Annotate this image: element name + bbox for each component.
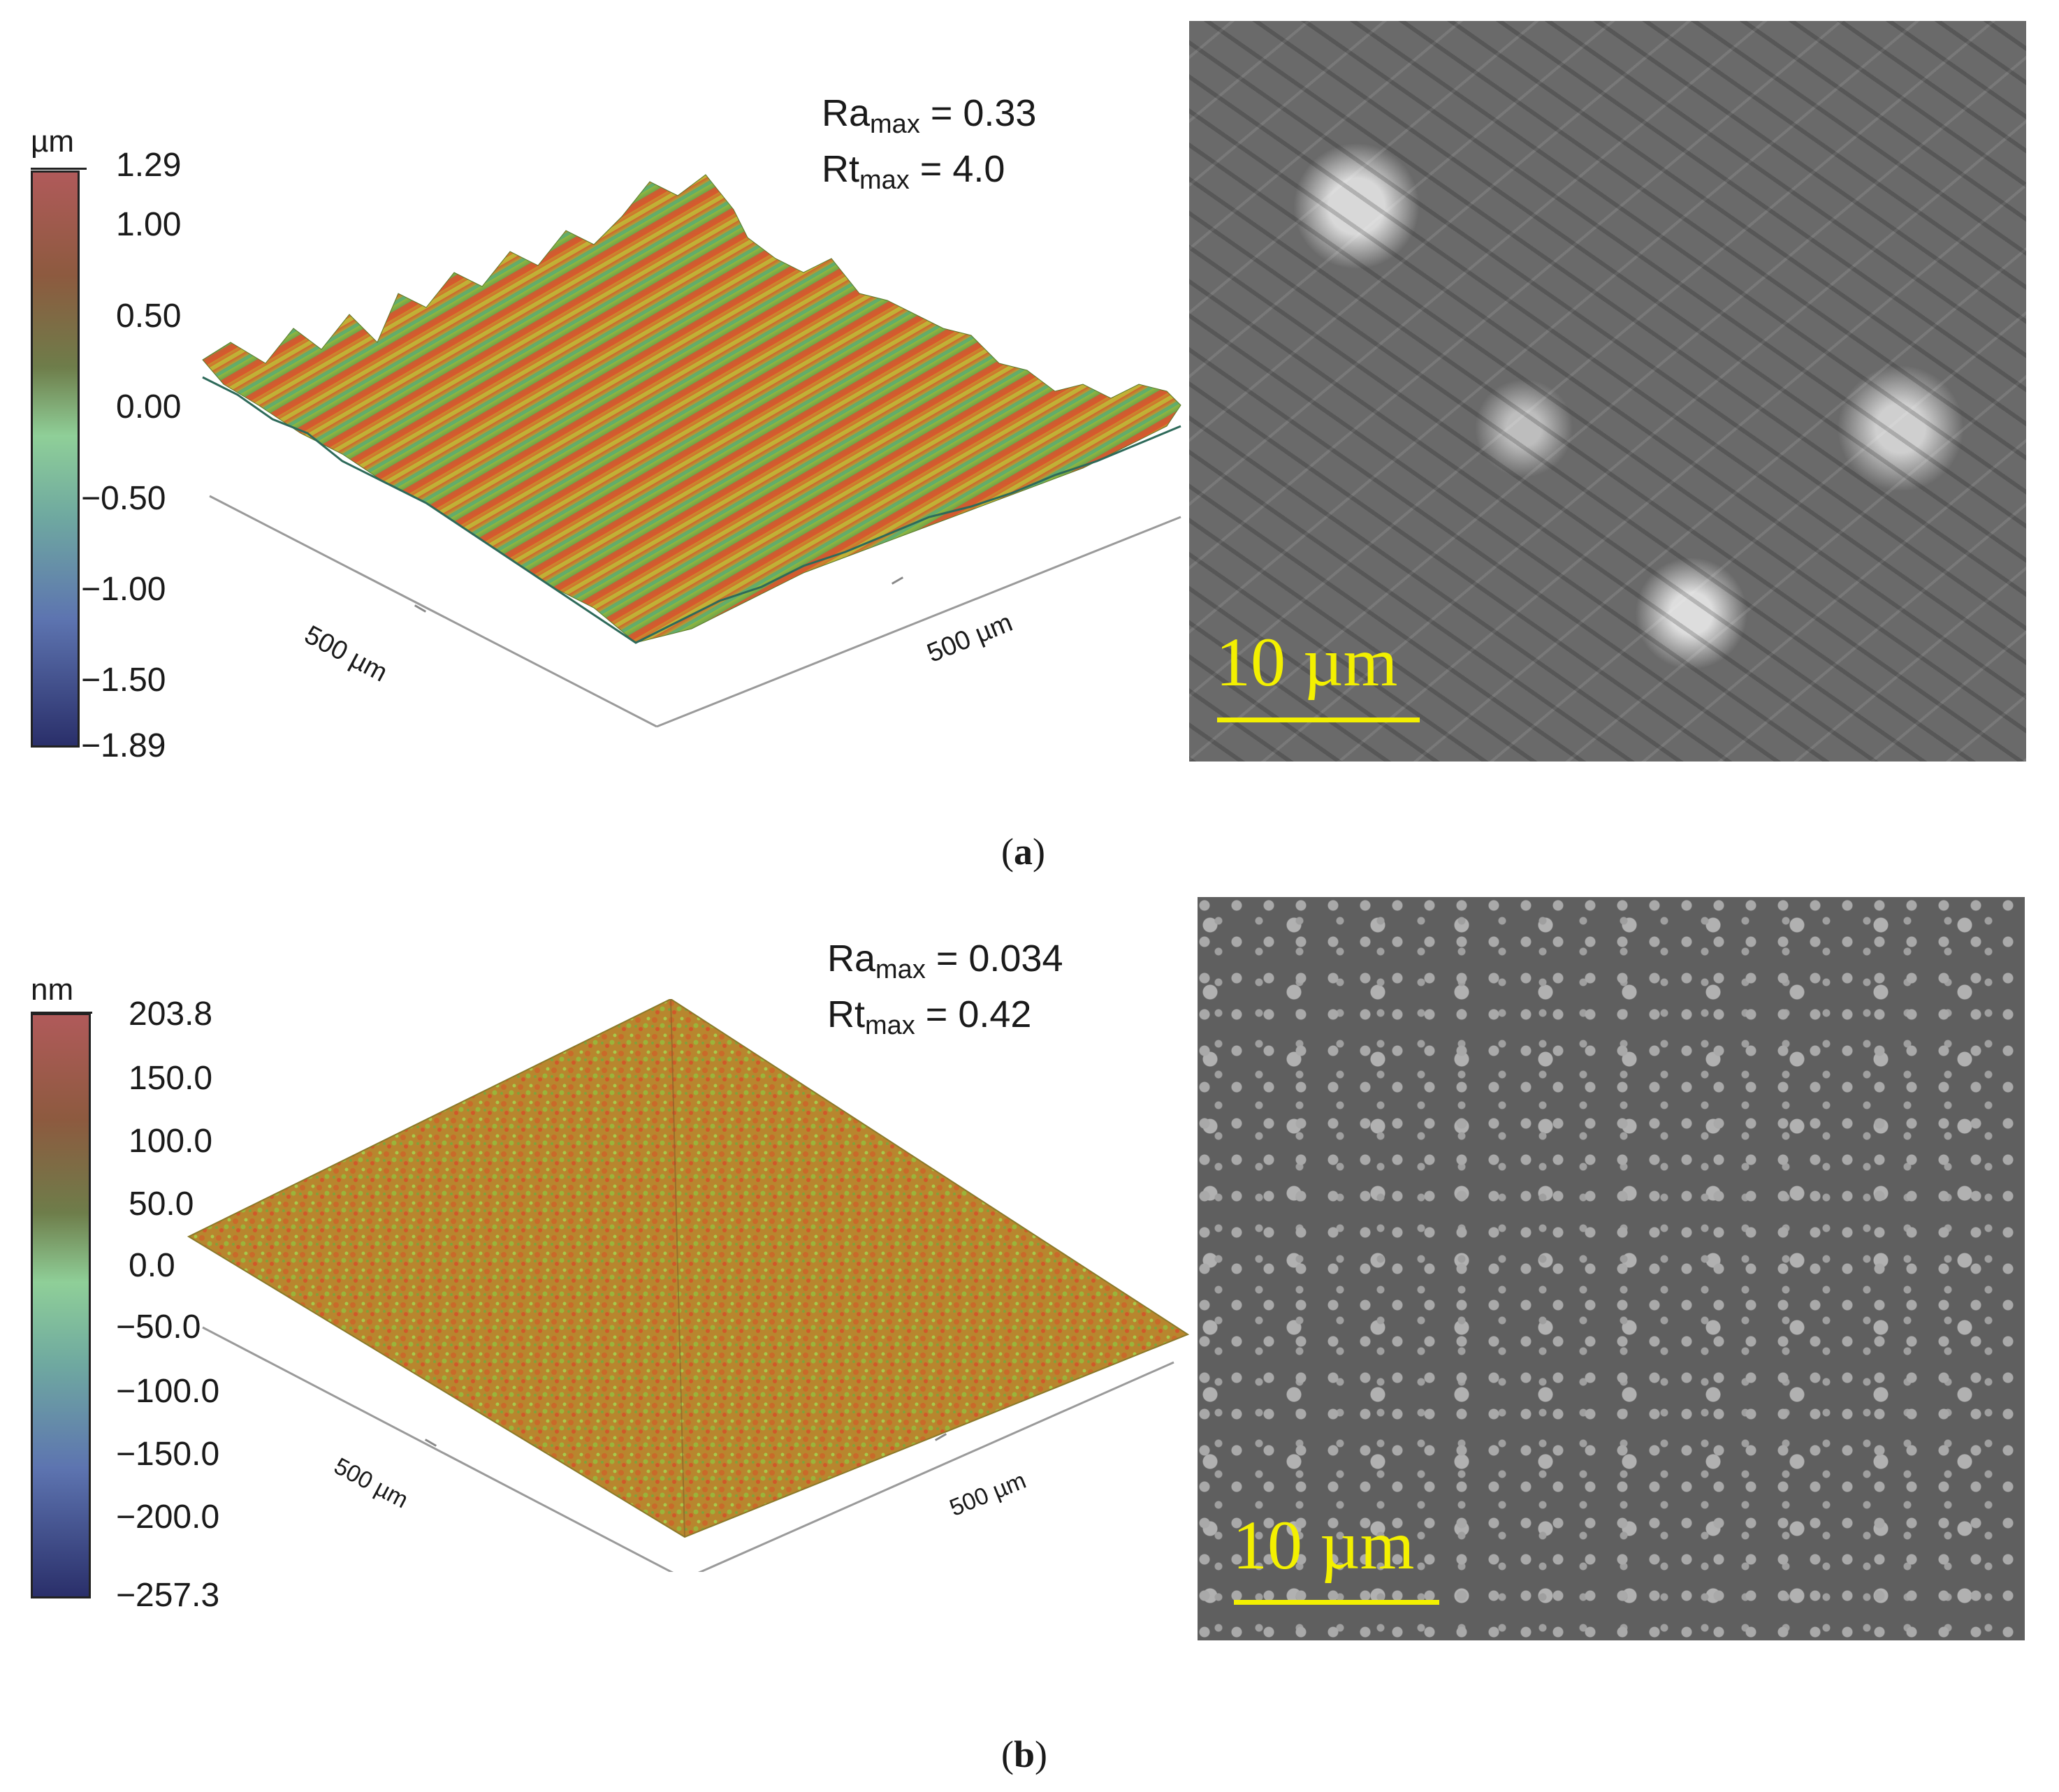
colorbar-tick: −200.0 [116,1499,220,1536]
ra-line: Ramax = 0.33 [822,91,1036,147]
colorbar-tick: 203.8 [129,996,213,1033]
sem-image: 10 µm [1189,21,2026,762]
ra-value: = 0.33 [919,92,1037,134]
colorbar-tick: −50.0 [116,1309,201,1346]
colorbar-tick: −1.89 [81,727,166,764]
colorbar-tick: −257.3 [116,1577,220,1614]
panel-a: µm 1.29 1.00 0.50 0.00 −0.50 −1.00 −1.50… [0,0,2059,894]
base-edge-left [209,495,657,728]
ra-prefix: Ra [822,92,871,134]
colorbar-tick: 1.29 [116,147,182,184]
colorbar-tick: 0.00 [116,388,182,425]
caption-letter: a [1013,831,1033,873]
panel-caption: (a) [1001,831,1045,873]
base-edge-right [656,516,1181,728]
surface-ridge [670,999,685,1538]
scale-bar-label: 10 µm [1216,623,1398,701]
rt-prefix: Rt [827,993,865,1035]
roughness-values: Ramax = 0.034 Rtmax = 0.42 [827,936,1063,1048]
rt-sub: max [865,1011,915,1040]
rt-line: Rtmax = 4.0 [822,147,1036,203]
colorbar-cap-line [31,168,87,170]
rt-sub: max [859,166,910,195]
rt-prefix: Rt [822,148,859,190]
scale-bar [1217,717,1420,722]
colorbar-tick: −1.00 [81,571,166,608]
surface-3d-plot [187,999,1190,1572]
base-edge-left [202,1326,674,1572]
colorbar-tick: 100.0 [129,1123,213,1160]
surface-mesh [187,999,1190,1538]
rt-value: = 0.42 [915,993,1032,1035]
ra-value: = 0.034 [925,938,1063,979]
colorbar-cap-line [31,1012,92,1014]
ra-sub: max [870,110,920,139]
rt-value: = 4.0 [909,148,1005,190]
colorbar-tick: −100.0 [116,1373,220,1410]
caption-letter: b [1013,1733,1035,1775]
colorbar-tick: −0.50 [81,480,166,517]
panel-b: nm 203.8 150.0 100.0 50.0 0.0 −50.0 −100… [0,894,2059,1792]
sem-image: 10 µm [1198,897,2025,1640]
colorbar-tick: 0.50 [116,298,182,335]
colorbar-tick: 0.0 [129,1247,175,1284]
colorbar-tick: −1.50 [81,662,166,699]
panel-caption: (b) [1001,1733,1048,1775]
colorbar-unit: nm [31,973,74,1007]
surface-front-edge [202,376,1181,644]
ra-line: Ramax = 0.034 [827,936,1063,992]
colorbar [31,1013,91,1598]
colorbar-tick: 1.00 [116,206,182,243]
colorbar [31,170,80,748]
colorbar-tick: −150.0 [116,1436,220,1473]
surface-mesh [202,174,1181,643]
colorbar-unit: µm [31,124,75,159]
roughness-values: Ramax = 0.33 Rtmax = 4.0 [822,91,1036,203]
surface-3d-plot [202,174,1181,728]
scale-bar-label: 10 µm [1232,1506,1415,1584]
colorbar-tick: 150.0 [129,1060,213,1097]
base-edge-right [697,1361,1174,1572]
ra-prefix: Ra [827,938,876,979]
rt-line: Rtmax = 0.42 [827,992,1063,1048]
scale-bar [1234,1600,1439,1605]
ra-sub: max [875,955,926,984]
colorbar-tick: 50.0 [129,1186,194,1223]
